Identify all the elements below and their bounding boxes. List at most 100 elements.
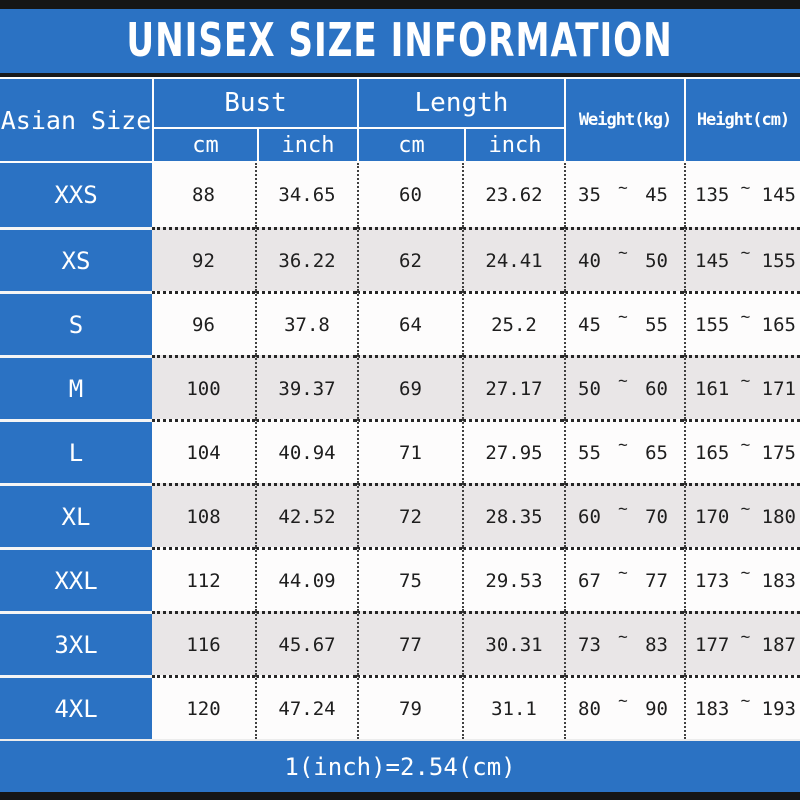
weight-max: 60 xyxy=(645,377,668,400)
row-l: L 104 40.94 71 27.95 55 ~ 65 165 ~ 175 xyxy=(0,419,800,483)
length-inch-value: 24.41 xyxy=(462,227,564,291)
tilde-separator: ~ xyxy=(618,177,628,197)
header-bust-cm: cm xyxy=(192,132,219,158)
tilde-separator: ~ xyxy=(740,307,751,326)
weight-max: 50 xyxy=(645,249,668,272)
header-length-inch: inch xyxy=(464,129,564,161)
length-cm-value: 71 xyxy=(357,419,462,483)
tilde-separator: ~ xyxy=(618,243,628,262)
weight-max: 45 xyxy=(645,184,668,206)
bust-cm-value: 92 xyxy=(152,227,255,291)
height-range: 135 ~ 145 xyxy=(684,163,800,227)
weight-min: 50 xyxy=(578,377,601,400)
size-label: 4XL xyxy=(0,675,152,739)
page-title: UNISEX SIZE INFORMATION xyxy=(126,14,674,68)
weight-range: 67 ~ 77 xyxy=(564,547,684,611)
size-label: 3XL xyxy=(0,611,152,675)
header-height: Height(cm) xyxy=(684,79,800,161)
conversion-note: 1(inch)=2.54(cm) xyxy=(284,752,516,781)
weight-min: 60 xyxy=(578,505,601,528)
length-cm-value: 79 xyxy=(357,675,462,739)
height-range: 170 ~ 180 xyxy=(684,483,800,547)
bust-cm-value: 108 xyxy=(152,483,255,547)
weight-range: 55 ~ 65 xyxy=(564,419,684,483)
height-range: 173 ~ 183 xyxy=(684,547,800,611)
bust-cm-value: 112 xyxy=(152,547,255,611)
weight-range: 60 ~ 70 xyxy=(564,483,684,547)
length-cm-value: 60 xyxy=(357,163,462,227)
tilde-separator: ~ xyxy=(618,627,628,646)
weight-range: 45 ~ 55 xyxy=(564,291,684,355)
tilde-separator: ~ xyxy=(740,627,751,646)
row-4xl: 4XL 120 47.24 79 31.1 80 ~ 90 183 ~ 193 xyxy=(0,675,800,739)
size-label: M xyxy=(0,355,152,419)
length-inch-value: 30.31 xyxy=(462,611,564,675)
top-black-bar xyxy=(0,0,800,9)
height-range: 161 ~ 171 xyxy=(684,355,800,419)
length-cm-value: 64 xyxy=(357,291,462,355)
weight-range: 40 ~ 50 xyxy=(564,227,684,291)
height-min: 165 xyxy=(695,441,730,464)
header-weight: Weight(kg) xyxy=(564,79,684,161)
title-divider xyxy=(0,73,800,79)
height-min: 161 xyxy=(695,377,730,400)
length-cm-value: 69 xyxy=(357,355,462,419)
tilde-separator: ~ xyxy=(618,499,628,518)
weight-max: 70 xyxy=(645,505,668,528)
height-min: 173 xyxy=(695,569,730,592)
bust-inch-value: 37.8 xyxy=(255,291,357,355)
bust-inch-value: 47.24 xyxy=(255,675,357,739)
height-max: 171 xyxy=(761,377,796,400)
tilde-separator: ~ xyxy=(740,243,751,262)
tilde-separator: ~ xyxy=(618,371,628,390)
header-bust: Bust xyxy=(154,79,357,129)
title-band: UNISEX SIZE INFORMATION xyxy=(0,9,800,73)
bust-cm-value: 96 xyxy=(152,291,255,355)
tilde-separator: ~ xyxy=(618,563,628,582)
header-length: Length xyxy=(359,79,564,129)
header-length-cm: cm xyxy=(398,132,425,158)
row-m: M 100 39.37 69 27.17 50 ~ 60 161 ~ 171 xyxy=(0,355,800,419)
header-bust-group: Bust cm inch xyxy=(152,79,357,161)
size-label: L xyxy=(0,419,152,483)
height-max: 180 xyxy=(761,505,796,528)
height-max: 193 xyxy=(761,697,796,720)
tilde-separator: ~ xyxy=(618,307,628,326)
bust-inch-value: 36.22 xyxy=(255,227,357,291)
bust-inch-value: 44.09 xyxy=(255,547,357,611)
length-inch-value: 29.53 xyxy=(462,547,564,611)
length-inch-value: 27.95 xyxy=(462,419,564,483)
bust-inch-value: 45.67 xyxy=(255,611,357,675)
header-length-subrow: cm inch xyxy=(359,129,564,161)
height-range: 177 ~ 187 xyxy=(684,611,800,675)
height-max: 187 xyxy=(761,633,796,656)
row-xl: XL 108 42.52 72 28.35 60 ~ 70 170 ~ 180 xyxy=(0,483,800,547)
weight-min: 73 xyxy=(578,633,601,656)
tilde-separator: ~ xyxy=(740,499,751,518)
row-3xl: 3XL 116 45.67 77 30.31 73 ~ 83 177 ~ 187 xyxy=(0,611,800,675)
length-inch-value: 27.17 xyxy=(462,355,564,419)
weight-range: 73 ~ 83 xyxy=(564,611,684,675)
tilde-separator: ~ xyxy=(740,177,751,197)
height-max: 145 xyxy=(761,184,796,206)
size-label: XL xyxy=(0,483,152,547)
weight-max: 77 xyxy=(645,569,668,592)
weight-max: 90 xyxy=(645,697,668,720)
header-bust-subrow: cm inch xyxy=(154,129,357,161)
weight-min: 55 xyxy=(578,441,601,464)
bust-inch-value: 34.65 xyxy=(255,163,357,227)
bust-inch-value: 42.52 xyxy=(255,483,357,547)
size-label: XXS xyxy=(0,163,152,227)
length-cm-value: 62 xyxy=(357,227,462,291)
height-min: 183 xyxy=(695,697,730,720)
tilde-separator: ~ xyxy=(740,691,751,710)
weight-max: 55 xyxy=(645,313,668,336)
bust-cm-value: 88 xyxy=(152,163,255,227)
length-inch-value: 28.35 xyxy=(462,483,564,547)
size-label: S xyxy=(0,291,152,355)
height-max: 183 xyxy=(761,569,796,592)
weight-range: 50 ~ 60 xyxy=(564,355,684,419)
weight-range: 80 ~ 90 xyxy=(564,675,684,739)
row-xs: XS 92 36.22 62 24.41 40 ~ 50 145 ~ 155 xyxy=(0,227,800,291)
